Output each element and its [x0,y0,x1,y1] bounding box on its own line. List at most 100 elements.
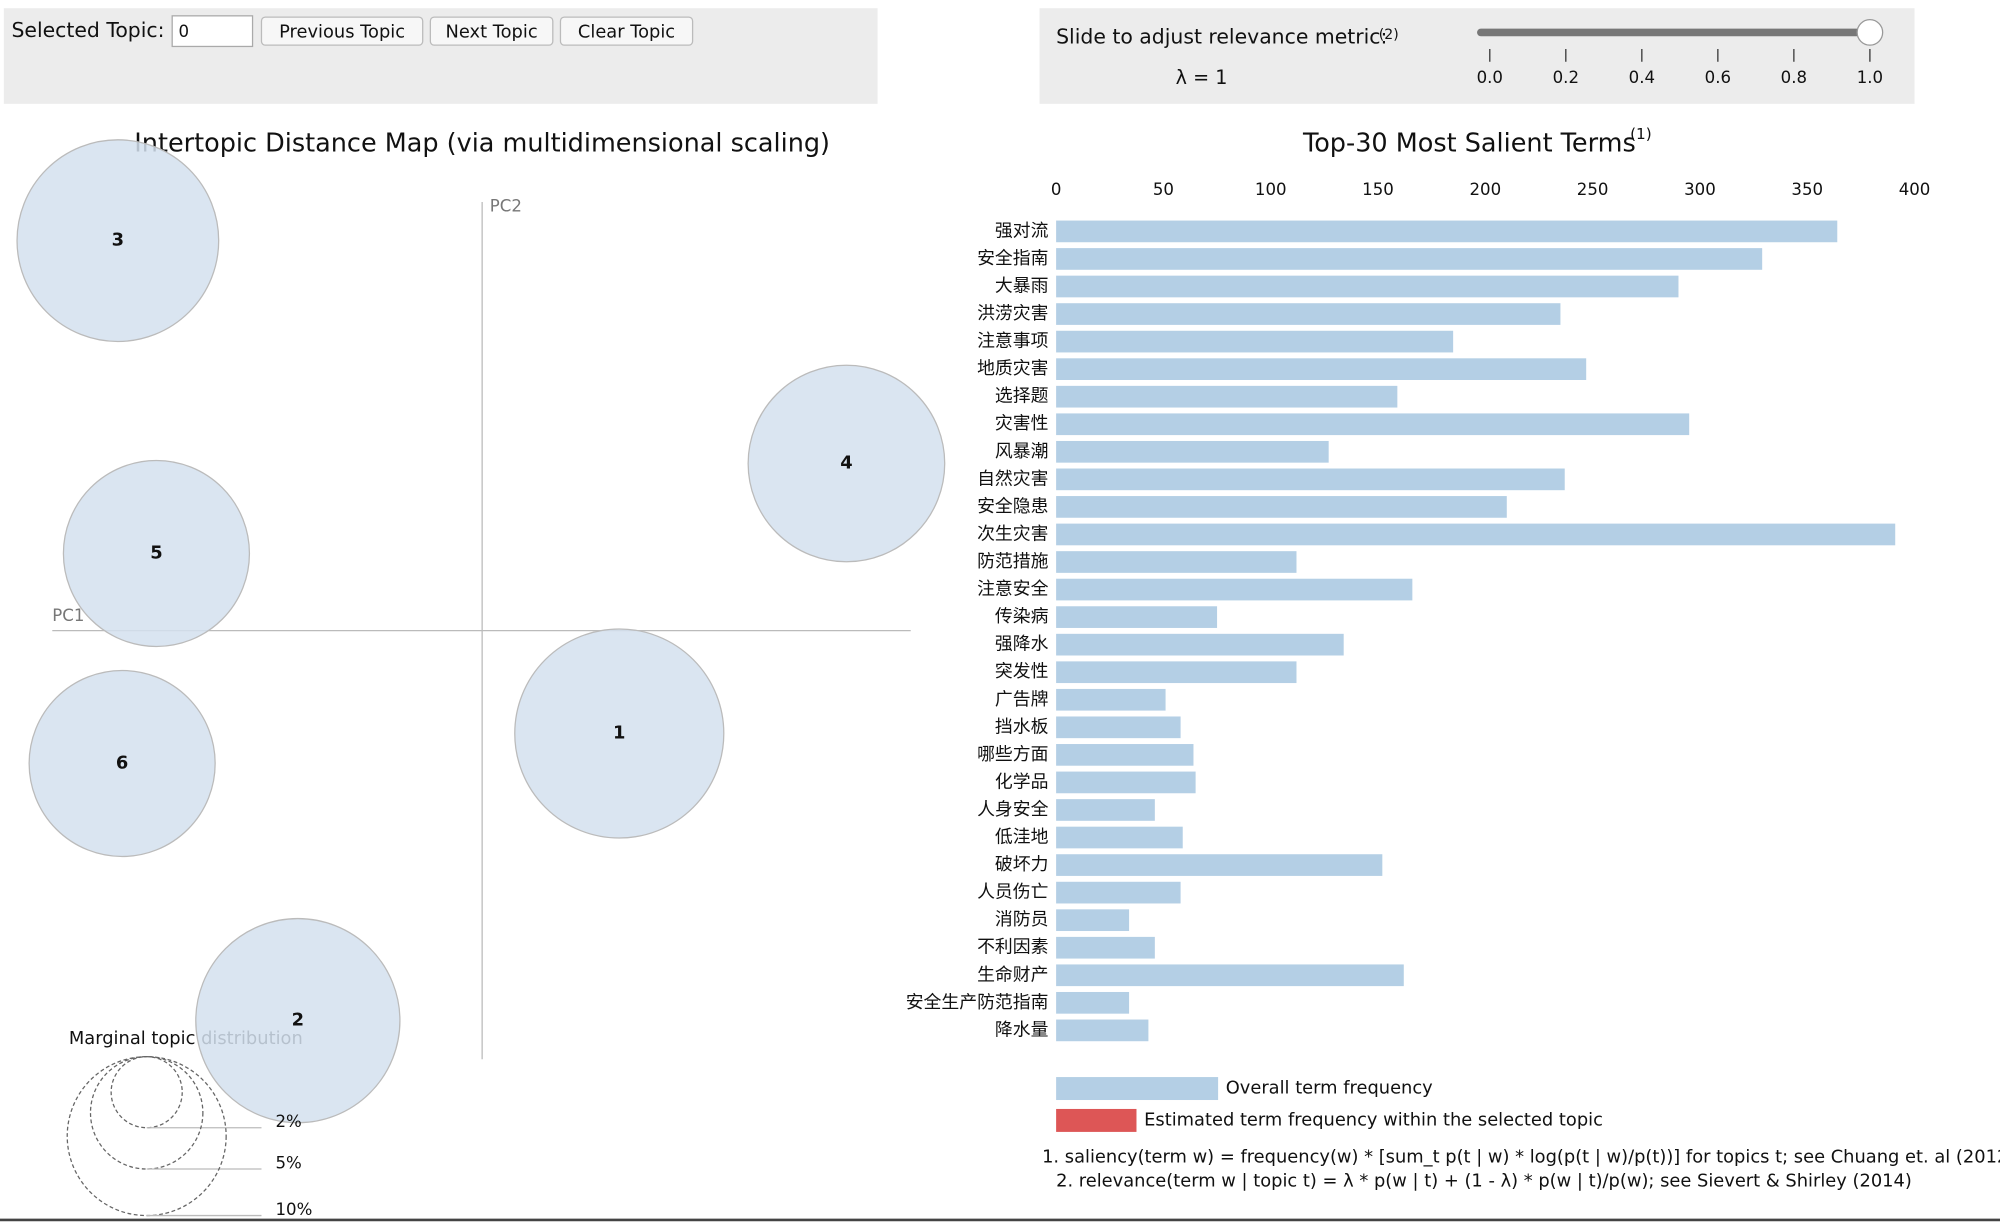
slider-track[interactable] [1477,28,1873,37]
term-label[interactable]: 破坏力 [995,854,1049,875]
topic-label[interactable]: 1 [613,722,625,743]
topic-input[interactable] [171,15,254,48]
bar[interactable] [1056,303,1561,325]
term-label[interactable]: 广告牌 [995,689,1049,710]
bar[interactable] [1056,468,1565,491]
bar[interactable] [1056,716,1181,739]
topic-circle[interactable] [28,669,216,858]
bar[interactable] [1056,496,1507,518]
bar[interactable] [1056,964,1404,987]
bar[interactable] [1056,551,1297,573]
bar[interactable] [1056,744,1194,766]
legend-swatch [1056,1108,1137,1132]
term-label[interactable]: 突发性 [995,661,1049,682]
button-label[interactable]: Next Topic [446,21,538,42]
topic-circle[interactable] [195,917,401,1124]
term-label[interactable]: 化学品 [995,771,1049,792]
bar[interactable] [1056,275,1679,298]
bar[interactable] [1056,909,1130,932]
bar[interactable] [1056,385,1398,408]
topic-circle[interactable] [514,628,725,839]
term-label[interactable]: 灾害性 [995,413,1049,434]
term-label[interactable]: 传染病 [995,606,1049,627]
bar[interactable] [1056,248,1763,270]
term-label[interactable]: 安全指南 [977,248,1048,269]
size-legend-label: 2% [276,1112,302,1131]
topic-label[interactable]: 3 [112,230,124,251]
term-label[interactable]: 地质灾害 [977,358,1048,379]
bar[interactable] [1056,881,1181,904]
bar-title: Top-30 Most Salient Terms [1302,129,1636,159]
bar[interactable] [1056,606,1218,628]
bar[interactable] [1056,578,1413,601]
topic-label[interactable]: 6 [116,752,128,773]
topic-circle[interactable] [62,459,251,648]
bar[interactable] [1056,826,1183,849]
slider-knob[interactable] [1856,19,1884,46]
slider-tick-label: 0.2 [1553,68,1579,87]
term-label[interactable]: 风暴潮 [995,441,1049,462]
button[interactable] [260,16,424,46]
term-label[interactable]: 哪些方面 [977,744,1048,765]
term-label[interactable]: 低洼地 [995,827,1049,848]
button-label[interactable]: Previous Topic [279,21,405,42]
term-label[interactable]: 人员伤亡 [977,882,1048,903]
bar[interactable] [1056,991,1130,1014]
bar[interactable] [1056,523,1896,546]
topic-label[interactable]: 5 [150,542,162,563]
x-tick-label: 400 [1899,180,1931,199]
size-legend-label: 5% [276,1153,302,1172]
topic-input-value[interactable]: 0 [179,22,190,41]
term-label[interactable]: 安全隐患 [977,496,1048,517]
term-label[interactable]: 防范措施 [977,551,1049,572]
bar[interactable] [1056,330,1454,353]
x-tick-label: 250 [1577,180,1609,199]
footnote: 1. saliency(term w) = frequency(w) * [su… [1042,1146,2000,1167]
term-label[interactable]: 挡水板 [995,716,1049,737]
term-label[interactable]: 洪涝灾害 [977,303,1048,324]
bar[interactable] [1056,799,1155,821]
bar[interactable] [1056,771,1196,794]
slider-tick-label: 1.0 [1857,68,1883,87]
bar[interactable] [1056,633,1344,656]
button-label[interactable]: Clear Topic [578,21,675,42]
bar[interactable] [1056,413,1690,436]
bar[interactable] [1056,440,1329,463]
topic-circle[interactable] [747,364,946,563]
term-label[interactable]: 注意安全 [977,579,1049,600]
term-label[interactable]: 次生灾害 [977,523,1048,544]
term-label[interactable]: 生命财产 [977,964,1048,985]
term-label[interactable]: 消防员 [995,909,1049,930]
bar[interactable] [1056,854,1383,876]
topic-label[interactable]: 4 [840,452,852,473]
pc2-label: PC2 [490,197,522,216]
term-label[interactable]: 选择题 [995,386,1049,407]
x-tick-label: 50 [1153,180,1174,199]
term-label[interactable]: 人身安全 [977,799,1049,820]
term-label[interactable]: 不利因素 [977,937,1048,958]
size-legend-circle [66,1056,227,1217]
button[interactable] [559,16,694,46]
bar[interactable] [1056,220,1838,243]
topic-circle[interactable] [16,139,220,343]
term-label[interactable]: 大暴雨 [995,276,1049,297]
x-tick-label: 200 [1470,180,1502,199]
bar[interactable] [1056,1019,1149,1042]
topic-label[interactable]: 2 [292,1010,304,1031]
term-label[interactable]: 强对流 [995,220,1049,241]
term-label[interactable]: 强降水 [995,634,1049,655]
bar[interactable] [1056,661,1297,684]
lambda-text: λ = 1 [1176,66,1228,89]
bar[interactable] [1056,936,1155,959]
term-label[interactable]: 注意事项 [977,331,1049,352]
slider-note: (2) [1379,27,1399,43]
legend-label: Overall term frequency [1226,1078,1433,1099]
term-label[interactable]: 降水量 [995,1019,1049,1040]
term-label[interactable]: 自然灾害 [977,468,1048,489]
x-tick-label: 350 [1791,180,1823,199]
button[interactable] [429,16,554,46]
bar[interactable] [1056,358,1587,380]
bar[interactable] [1056,688,1166,711]
term-label[interactable]: 安全生产防范指南 [906,992,1049,1013]
